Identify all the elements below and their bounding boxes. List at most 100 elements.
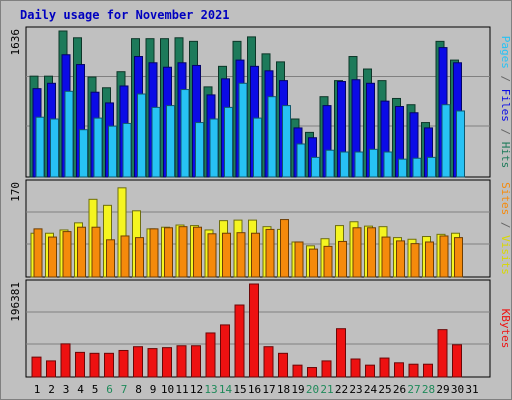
bar-kbytes-29 (437, 329, 448, 378)
panel-mid: 170 (9, 179, 491, 278)
y-max-label: 1636 (9, 29, 22, 56)
bar-pages-11 (180, 89, 190, 178)
x-tick-label: 24 (364, 383, 378, 396)
x-tick-label: 22 (335, 383, 348, 396)
bar-sites-4 (77, 226, 86, 278)
x-tick-label: 20 (306, 383, 319, 396)
bar-kbytes-17 (263, 346, 274, 378)
bar-kbytes-19 (292, 364, 303, 378)
bar-pages-1 (35, 116, 45, 178)
bar-sites-21 (323, 245, 333, 278)
bar-pages-10 (166, 105, 175, 178)
legend-mid: Sites / Visits (499, 182, 512, 275)
bar-sites-17 (265, 228, 275, 278)
bar-sites-15 (236, 232, 246, 278)
bar-sites-1 (33, 228, 43, 278)
bar-kbytes-10 (162, 347, 172, 378)
legend-item: Visits (499, 235, 512, 275)
bar-sites-3 (62, 231, 72, 278)
legend-top: Pages / Files / Hits (499, 36, 512, 169)
bar-sites-9 (149, 228, 159, 278)
bar-kbytes-27 (408, 363, 419, 378)
legend-item: Sites (499, 182, 512, 215)
bar-kbytes-12 (191, 345, 201, 378)
x-tick-label: 4 (77, 383, 84, 396)
bar-kbytes-15 (234, 304, 245, 378)
bar-kbytes-6 (104, 352, 114, 378)
bar-kbytes-8 (133, 346, 143, 378)
bar-pages-5 (93, 117, 103, 178)
legend-item: / (499, 122, 512, 142)
series-pages (35, 82, 465, 178)
legend-bot: KBytes (499, 309, 512, 349)
bar-pages-30 (456, 110, 465, 178)
bar-sites-23 (352, 227, 362, 278)
bar-pages-28 (427, 156, 436, 178)
bar-pages-17 (267, 96, 277, 178)
bar-sites-12 (193, 226, 202, 278)
bar-pages-23 (354, 151, 364, 178)
bar-sites-14 (222, 232, 231, 278)
bar-sites-10 (164, 227, 173, 278)
bar-sites-24 (367, 227, 376, 278)
bar-sites-13 (207, 233, 217, 278)
bar-pages-29 (441, 104, 451, 178)
bar-kbytes-13 (205, 332, 216, 378)
chart-title: Daily usage for November 2021 (20, 8, 230, 22)
x-tick-label: 7 (121, 383, 128, 396)
bar-pages-21 (325, 149, 335, 178)
bar-pages-27 (412, 157, 422, 178)
legend-item: KBytes (499, 309, 512, 349)
bar-pages-26 (398, 158, 407, 178)
x-tick-label: 31 (465, 383, 478, 396)
legend-item: / (499, 69, 512, 89)
bar-sites-19 (294, 241, 304, 278)
bar-sites-8 (135, 237, 144, 278)
bar-sites-18 (280, 219, 289, 278)
x-tick-label: 11 (175, 383, 188, 396)
bar-pages-8 (137, 93, 146, 178)
bar-pages-7 (122, 122, 132, 178)
x-tick-label: 27 (407, 383, 420, 396)
bar-sites-20 (309, 248, 318, 278)
x-tick-label: 5 (92, 383, 99, 396)
x-tick-label: 19 (291, 383, 304, 396)
bar-pages-3 (64, 90, 74, 178)
bar-pages-2 (50, 118, 59, 178)
bar-sites-16 (251, 232, 260, 278)
x-tick-label: 29 (436, 383, 449, 396)
bar-pages-4 (79, 129, 88, 178)
x-tick-label: 3 (63, 383, 70, 396)
bar-kbytes-18 (278, 352, 288, 378)
bar-kbytes-14 (220, 324, 230, 378)
x-tick-label: 16 (248, 383, 261, 396)
bar-sites-11 (178, 226, 188, 278)
bar-sites-7 (120, 235, 130, 278)
bar-kbytes-22 (336, 328, 346, 378)
bar-pages-22 (340, 151, 349, 178)
x-tick-label: 18 (277, 383, 290, 396)
bar-kbytes-30 (452, 344, 462, 378)
x-tick-label: 15 (233, 383, 246, 396)
bar-kbytes-4 (75, 351, 85, 378)
x-tick-label: 26 (393, 383, 406, 396)
legend-item: Hits (499, 142, 512, 169)
bar-pages-24 (369, 148, 378, 178)
bar-kbytes-21 (321, 360, 332, 378)
bar-pages-12 (195, 122, 204, 178)
x-tick-label: 23 (349, 383, 362, 396)
bar-kbytes-26 (394, 362, 404, 378)
bar-kbytes-16 (249, 283, 259, 378)
x-tick-label: 9 (150, 383, 157, 396)
x-tick-label: 25 (378, 383, 391, 396)
legend-item: / (499, 215, 512, 235)
bar-pages-13 (209, 118, 219, 178)
bar-pages-25 (383, 151, 393, 178)
x-tick-label: 17 (262, 383, 275, 396)
series-sites (33, 219, 463, 278)
bar-kbytes-23 (350, 358, 361, 378)
bar-sites-22 (338, 240, 347, 278)
bar-pages-16 (253, 117, 262, 178)
x-tick-label: 1 (34, 383, 41, 396)
